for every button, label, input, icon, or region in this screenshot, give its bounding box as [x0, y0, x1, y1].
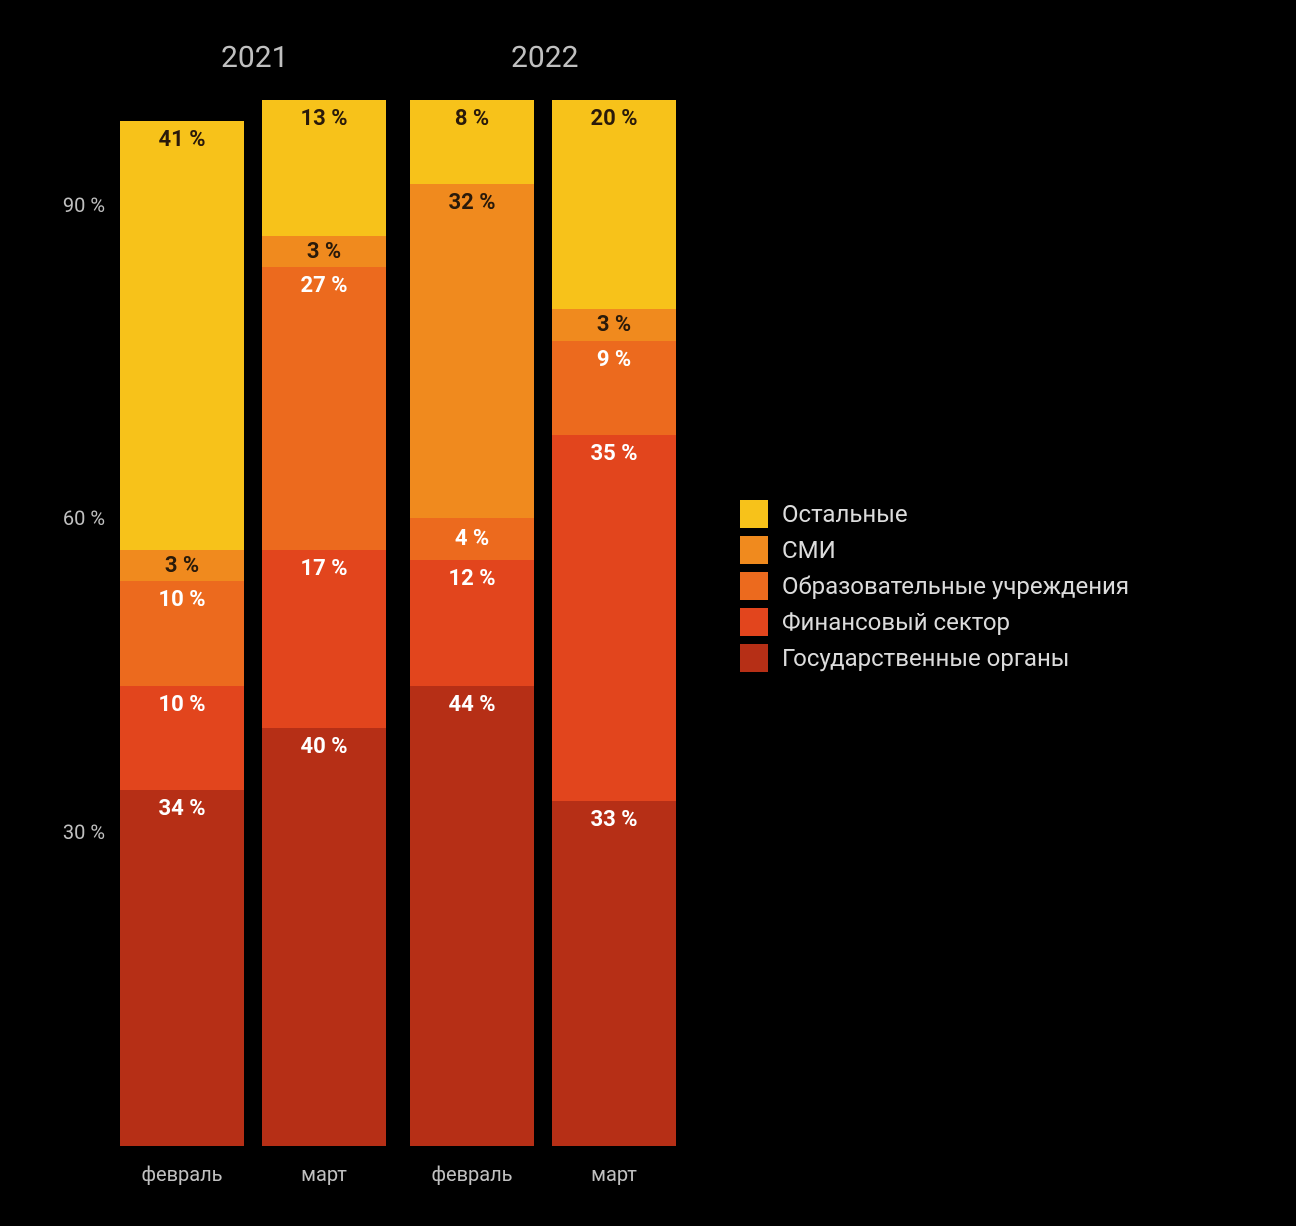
- segment-value-label: 33 %: [552, 807, 676, 832]
- segment-value-label: 10 %: [120, 587, 244, 612]
- bars-area: 34 % 10 % 10 % 3 % 41 % 40 % 17 % 27 % 3 % 13 % 44…: [120, 100, 680, 1146]
- bar-segment-edu: 9 %: [552, 341, 676, 435]
- x-axis-label: февраль: [120, 1162, 244, 1186]
- segment-value-label: 40 %: [262, 734, 386, 759]
- segment-value-label: 3 %: [262, 239, 386, 264]
- bar-segment-edu: 4 %: [410, 518, 534, 560]
- bar-segment-gov: 33 %: [552, 801, 676, 1146]
- segment-value-label: 35 %: [552, 441, 676, 466]
- bar-column: 33 % 35 % 9 % 3 % 20 %: [552, 100, 676, 1146]
- segment-value-label: 41 %: [120, 127, 244, 152]
- bar-column: 44 % 12 % 4 % 32 % 8 %: [410, 100, 534, 1146]
- x-axis-label: февраль: [410, 1162, 534, 1186]
- legend-label: Образовательные учреждения: [782, 572, 1129, 600]
- legend-swatch: [740, 536, 768, 564]
- segment-value-label: 9 %: [552, 347, 676, 372]
- bar-segment-media: 3 %: [552, 309, 676, 340]
- x-axis-label: март: [552, 1162, 676, 1186]
- segment-value-label: 10 %: [120, 692, 244, 717]
- segment-value-label: 12 %: [410, 566, 534, 591]
- bar-segment-edu: 27 %: [262, 267, 386, 549]
- bar-segment-media: 3 %: [120, 550, 244, 581]
- legend-label: СМИ: [782, 536, 836, 564]
- bar-segment-gov: 44 %: [410, 686, 534, 1146]
- stacked-bar-chart: 2021 2022 30 % 60 % 90 % 34 % 10 % 10 % 3 % 41…: [0, 0, 1296, 1226]
- legend-swatch: [740, 572, 768, 600]
- bar-segment-other: 41 %: [120, 121, 244, 550]
- bar-segment-gov: 34 %: [120, 790, 244, 1146]
- segment-value-label: 8 %: [410, 106, 534, 131]
- y-axis-tick: 60 %: [45, 506, 105, 530]
- segment-value-label: 34 %: [120, 796, 244, 821]
- segment-value-label: 20 %: [552, 106, 676, 131]
- bar-segment-other: 13 %: [262, 100, 386, 236]
- bar-segment-gov: 40 %: [262, 728, 386, 1146]
- segment-value-label: 3 %: [552, 312, 676, 337]
- legend-label: Остальные: [782, 500, 908, 528]
- bar-column: 34 % 10 % 10 % 3 % 41 %: [120, 121, 244, 1146]
- segment-value-label: 3 %: [120, 553, 244, 578]
- legend-label: Государственные органы: [782, 644, 1069, 672]
- y-axis-tick: 30 %: [45, 820, 105, 844]
- segment-value-label: 44 %: [410, 692, 534, 717]
- segment-value-label: 27 %: [262, 273, 386, 298]
- bar-segment-finance: 17 %: [262, 550, 386, 728]
- segment-value-label: 32 %: [410, 190, 534, 215]
- legend-item-other: Остальные: [740, 500, 1129, 528]
- bar-segment-media: 32 %: [410, 184, 534, 519]
- legend-item-gov: Государственные органы: [740, 644, 1129, 672]
- legend-swatch: [740, 500, 768, 528]
- segment-value-label: 4 %: [410, 526, 534, 551]
- legend-item-media: СМИ: [740, 536, 1129, 564]
- legend-item-edu: Образовательные учреждения: [740, 572, 1129, 600]
- legend-swatch: [740, 608, 768, 636]
- segment-value-label: 13 %: [262, 106, 386, 131]
- legend: Остальные СМИ Образовательные учреждения Фи…: [740, 500, 1129, 672]
- year-label-2022: 2022: [511, 40, 578, 75]
- bar-segment-edu: 10 %: [120, 581, 244, 686]
- y-axis-tick: 90 %: [45, 193, 105, 217]
- segment-value-label: 17 %: [262, 556, 386, 581]
- bar-column: 40 % 17 % 27 % 3 % 13 %: [262, 100, 386, 1146]
- x-axis-label: март: [262, 1162, 386, 1186]
- legend-label: Финансовый сектор: [782, 608, 1010, 636]
- legend-item-finance: Финансовый сектор: [740, 608, 1129, 636]
- bar-segment-other: 8 %: [410, 100, 534, 184]
- bar-segment-finance: 12 %: [410, 560, 534, 686]
- bar-segment-finance: 35 %: [552, 435, 676, 801]
- bar-segment-other: 20 %: [552, 100, 676, 309]
- bar-segment-media: 3 %: [262, 236, 386, 267]
- legend-swatch: [740, 644, 768, 672]
- bar-segment-finance: 10 %: [120, 686, 244, 791]
- year-label-2021: 2021: [221, 40, 288, 75]
